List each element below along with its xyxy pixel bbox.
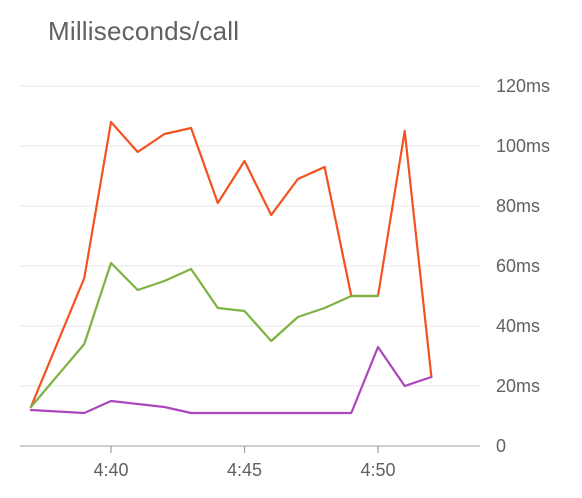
y-tick-label: 0	[496, 436, 506, 456]
gridlines	[20, 85, 480, 447]
series-lines	[29, 120, 433, 415]
y-tick-label: 100ms	[496, 136, 550, 156]
y-tick-label: 20ms	[496, 376, 540, 396]
y-tick-label: 80ms	[496, 196, 540, 216]
y-tick-label: 40ms	[496, 316, 540, 336]
x-tick-label: 4:45	[227, 460, 262, 480]
x-tick-label: 4:40	[93, 460, 128, 480]
chart-title: Milliseconds/call	[48, 16, 240, 46]
series-line-3	[29, 345, 433, 415]
y-axis: 0 20ms 40ms 60ms 80ms 100ms 120ms	[496, 76, 550, 456]
y-tick-label: 120ms	[496, 76, 550, 96]
y-tick-label: 60ms	[496, 256, 540, 276]
x-tick-label: 4:50	[360, 460, 395, 480]
x-axis: 4:40 4:45 4:50	[93, 446, 396, 480]
series-line-2	[29, 261, 380, 409]
